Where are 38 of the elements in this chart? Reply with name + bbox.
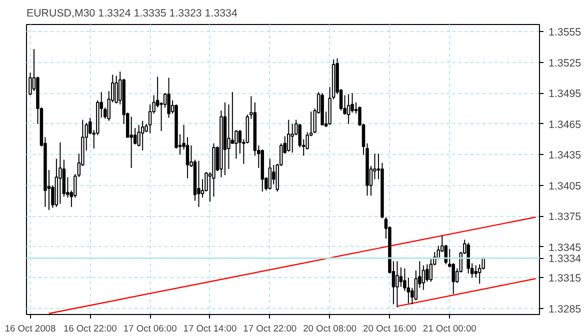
candlestick (148, 104, 152, 134)
candlestick (197, 160, 200, 208)
candlestick (140, 120, 144, 152)
candlestick (268, 158, 272, 190)
x-tick-label: 17 Oct 14:00 (183, 324, 237, 334)
candlestick (452, 262, 455, 295)
candlestick (399, 266, 403, 288)
candlestick (286, 119, 290, 152)
candlestick (167, 77, 170, 118)
candlestick (290, 123, 294, 154)
chart-title: EURUSD,M30 1.3324 1.3335 1.3323 1.3334 (26, 8, 238, 20)
candlestick (466, 242, 470, 274)
candlestick (346, 94, 350, 124)
x-tick-label: 20 Oct 08:00 (303, 324, 357, 334)
y-tick-label: 1.3435 (548, 150, 582, 162)
y-tick-label: 1.3375 (548, 211, 582, 224)
y-tick-label: 1.3525 (548, 57, 582, 70)
candlestick (58, 142, 62, 204)
y-tick-label: 1.3555 (548, 26, 582, 39)
x-tick-label: 16 Oct 22:00 (63, 324, 117, 334)
candlestick (114, 75, 118, 104)
x-tick-label: 17 Oct 22:00 (243, 324, 297, 334)
y-tick-label: 1.3495 (548, 88, 582, 100)
y-tick-label: 1.3315 (548, 272, 582, 285)
x-tick-label: 16 Oct 2008 (4, 324, 56, 334)
candlestick (422, 264, 426, 290)
y-tick-label: 1.3465 (548, 118, 582, 131)
y-tick-label: 1.3405 (548, 180, 582, 192)
x-tick-label: 20 Oct 16:00 (363, 324, 416, 334)
x-tick-label: 21 Oct 00:00 (422, 324, 476, 334)
candlestick (406, 277, 410, 304)
x-tick-label: 17 Oct 06:00 (123, 324, 177, 334)
candlestick (137, 124, 140, 147)
ref-line-label: 1.3334 (548, 253, 582, 266)
candlestick (396, 260, 399, 308)
y-tick-label: 1.3285 (548, 303, 582, 316)
candlestick (130, 116, 133, 168)
y-tick-label: 1.3345 (548, 242, 582, 254)
